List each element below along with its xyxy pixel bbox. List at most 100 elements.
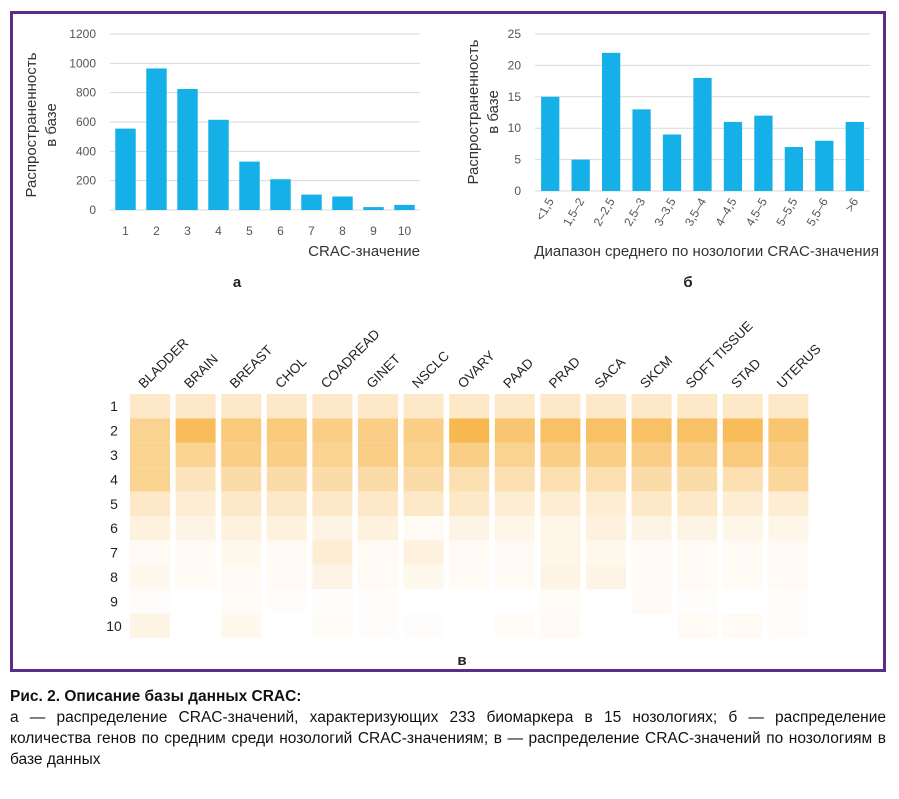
heatmap-cell xyxy=(175,491,216,516)
heatmap-row-label: 4 xyxy=(110,471,118,487)
y-tick-label: 400 xyxy=(76,144,96,158)
chart-a-xlabel: CRAC-значение xyxy=(308,243,420,260)
y-tick-label: 10 xyxy=(508,121,522,135)
heatmap-cell xyxy=(631,516,672,541)
heatmap-cell xyxy=(540,491,581,516)
heatmap-cell xyxy=(631,467,672,492)
heatmap-cell xyxy=(540,442,581,468)
x-tick-label: 9 xyxy=(370,224,377,238)
heatmap-cell xyxy=(312,491,353,516)
chart-b-ylabel-line2: в базе xyxy=(485,90,502,134)
y-tick-label: 600 xyxy=(76,115,96,129)
heatmap-cell xyxy=(449,467,490,492)
heatmap-cell xyxy=(768,394,809,419)
y-tick-label: 25 xyxy=(508,27,522,41)
heatmap-cell xyxy=(494,467,535,492)
y-tick-label: 1200 xyxy=(69,27,96,41)
heatmap-cell xyxy=(403,442,444,468)
x-tick-label: 5 xyxy=(246,224,253,238)
heatmap-cell xyxy=(449,540,490,565)
heatmap-column-label: SKCM xyxy=(637,353,675,391)
heatmap-cell xyxy=(221,442,262,468)
x-tick-label: <1,5 xyxy=(533,195,557,223)
heatmap-cell xyxy=(677,418,718,443)
heatmap-cell xyxy=(266,394,307,419)
chart-a-ylabel-line1: Распространенность xyxy=(23,52,40,197)
heatmap-row-label: 8 xyxy=(110,569,118,585)
x-tick-label: 4,5–5 xyxy=(743,195,770,228)
heatmap-cell xyxy=(494,442,535,468)
heatmap-row-label: 7 xyxy=(110,545,118,561)
bar xyxy=(363,207,384,210)
heatmap-cell xyxy=(130,394,170,419)
heatmap-cell xyxy=(358,589,398,614)
y-tick-label: 0 xyxy=(514,184,521,198)
heatmap-cell xyxy=(540,540,581,565)
heatmap-cell xyxy=(631,442,672,468)
heatmap-row-label: 10 xyxy=(106,618,122,634)
heatmap-cell xyxy=(768,613,809,638)
heatmap-cell xyxy=(266,491,307,516)
heatmap-cell xyxy=(449,394,490,419)
heatmap-row-label: 1 xyxy=(110,398,118,414)
figure-canvas: Распространенность в базе CRAC-значение … xyxy=(23,27,879,669)
heatmap-column-label: PAAD xyxy=(500,355,536,391)
heatmap-cell xyxy=(449,418,490,443)
y-tick-label: 20 xyxy=(508,58,522,72)
x-tick-label: 3,5–4 xyxy=(682,195,709,228)
y-tick-label: 15 xyxy=(508,90,522,104)
heatmap-cell xyxy=(540,564,581,590)
x-tick-label: 6 xyxy=(277,224,284,238)
heatmap-cell xyxy=(586,467,626,492)
heatmap-row-label: 3 xyxy=(110,447,118,463)
heatmap-cell xyxy=(358,394,398,419)
heatmap-cell xyxy=(768,516,809,541)
heatmap-cell xyxy=(768,418,809,443)
heatmap-cell xyxy=(677,442,718,468)
bar xyxy=(541,96,560,191)
heatmap-cell xyxy=(586,442,626,468)
heatmap-column-label: NSCLC xyxy=(409,348,452,391)
heatmap-cell xyxy=(768,540,809,565)
heatmap-cell xyxy=(586,589,626,614)
heatmap-cell xyxy=(130,418,170,443)
chart-a: Распространенность в базе CRAC-значение … xyxy=(23,27,420,291)
bar xyxy=(815,140,834,191)
heatmap-cell xyxy=(175,589,216,614)
x-tick-label: 10 xyxy=(398,224,412,238)
heatmap-cell xyxy=(631,491,672,516)
heatmap-cell xyxy=(312,613,353,638)
heatmap-cell xyxy=(677,589,718,614)
heatmap-cell xyxy=(586,564,626,590)
heatmap-column-label: STAD xyxy=(728,356,764,392)
heatmap-cell xyxy=(403,613,444,638)
heatmap-cell xyxy=(722,516,763,541)
heatmap-cell xyxy=(722,564,763,590)
heatmap-cell xyxy=(312,516,353,541)
heatmap-cell xyxy=(494,613,535,638)
heatmap-cell xyxy=(494,540,535,565)
heatmap-cell xyxy=(403,540,444,565)
bar xyxy=(208,119,229,210)
bar xyxy=(239,161,260,210)
x-tick-label: 5–5,5 xyxy=(773,195,800,228)
bar xyxy=(571,159,590,191)
heatmap-cell xyxy=(130,564,170,590)
heatmap-cell xyxy=(358,442,398,468)
figure-frame xyxy=(10,11,886,672)
heatmap-cell xyxy=(130,442,170,468)
bar xyxy=(115,128,136,210)
x-tick-label: 2 xyxy=(153,224,160,238)
chart-b-xlabel: Диапазон среднего по нозологии CRAC-знач… xyxy=(534,243,879,260)
heatmap-cell xyxy=(312,564,353,590)
heatmap-cell xyxy=(494,394,535,419)
heatmap-row-label: 6 xyxy=(110,520,118,536)
y-tick-label: 1000 xyxy=(69,56,96,70)
bar xyxy=(177,89,198,210)
heatmap-cell xyxy=(768,564,809,590)
heatmap-cell xyxy=(266,467,307,492)
chart-b: Распространенность в базе Диапазон средн… xyxy=(465,27,879,291)
heatmap-row-label: 9 xyxy=(110,593,118,609)
heatmap-cell xyxy=(722,418,763,443)
